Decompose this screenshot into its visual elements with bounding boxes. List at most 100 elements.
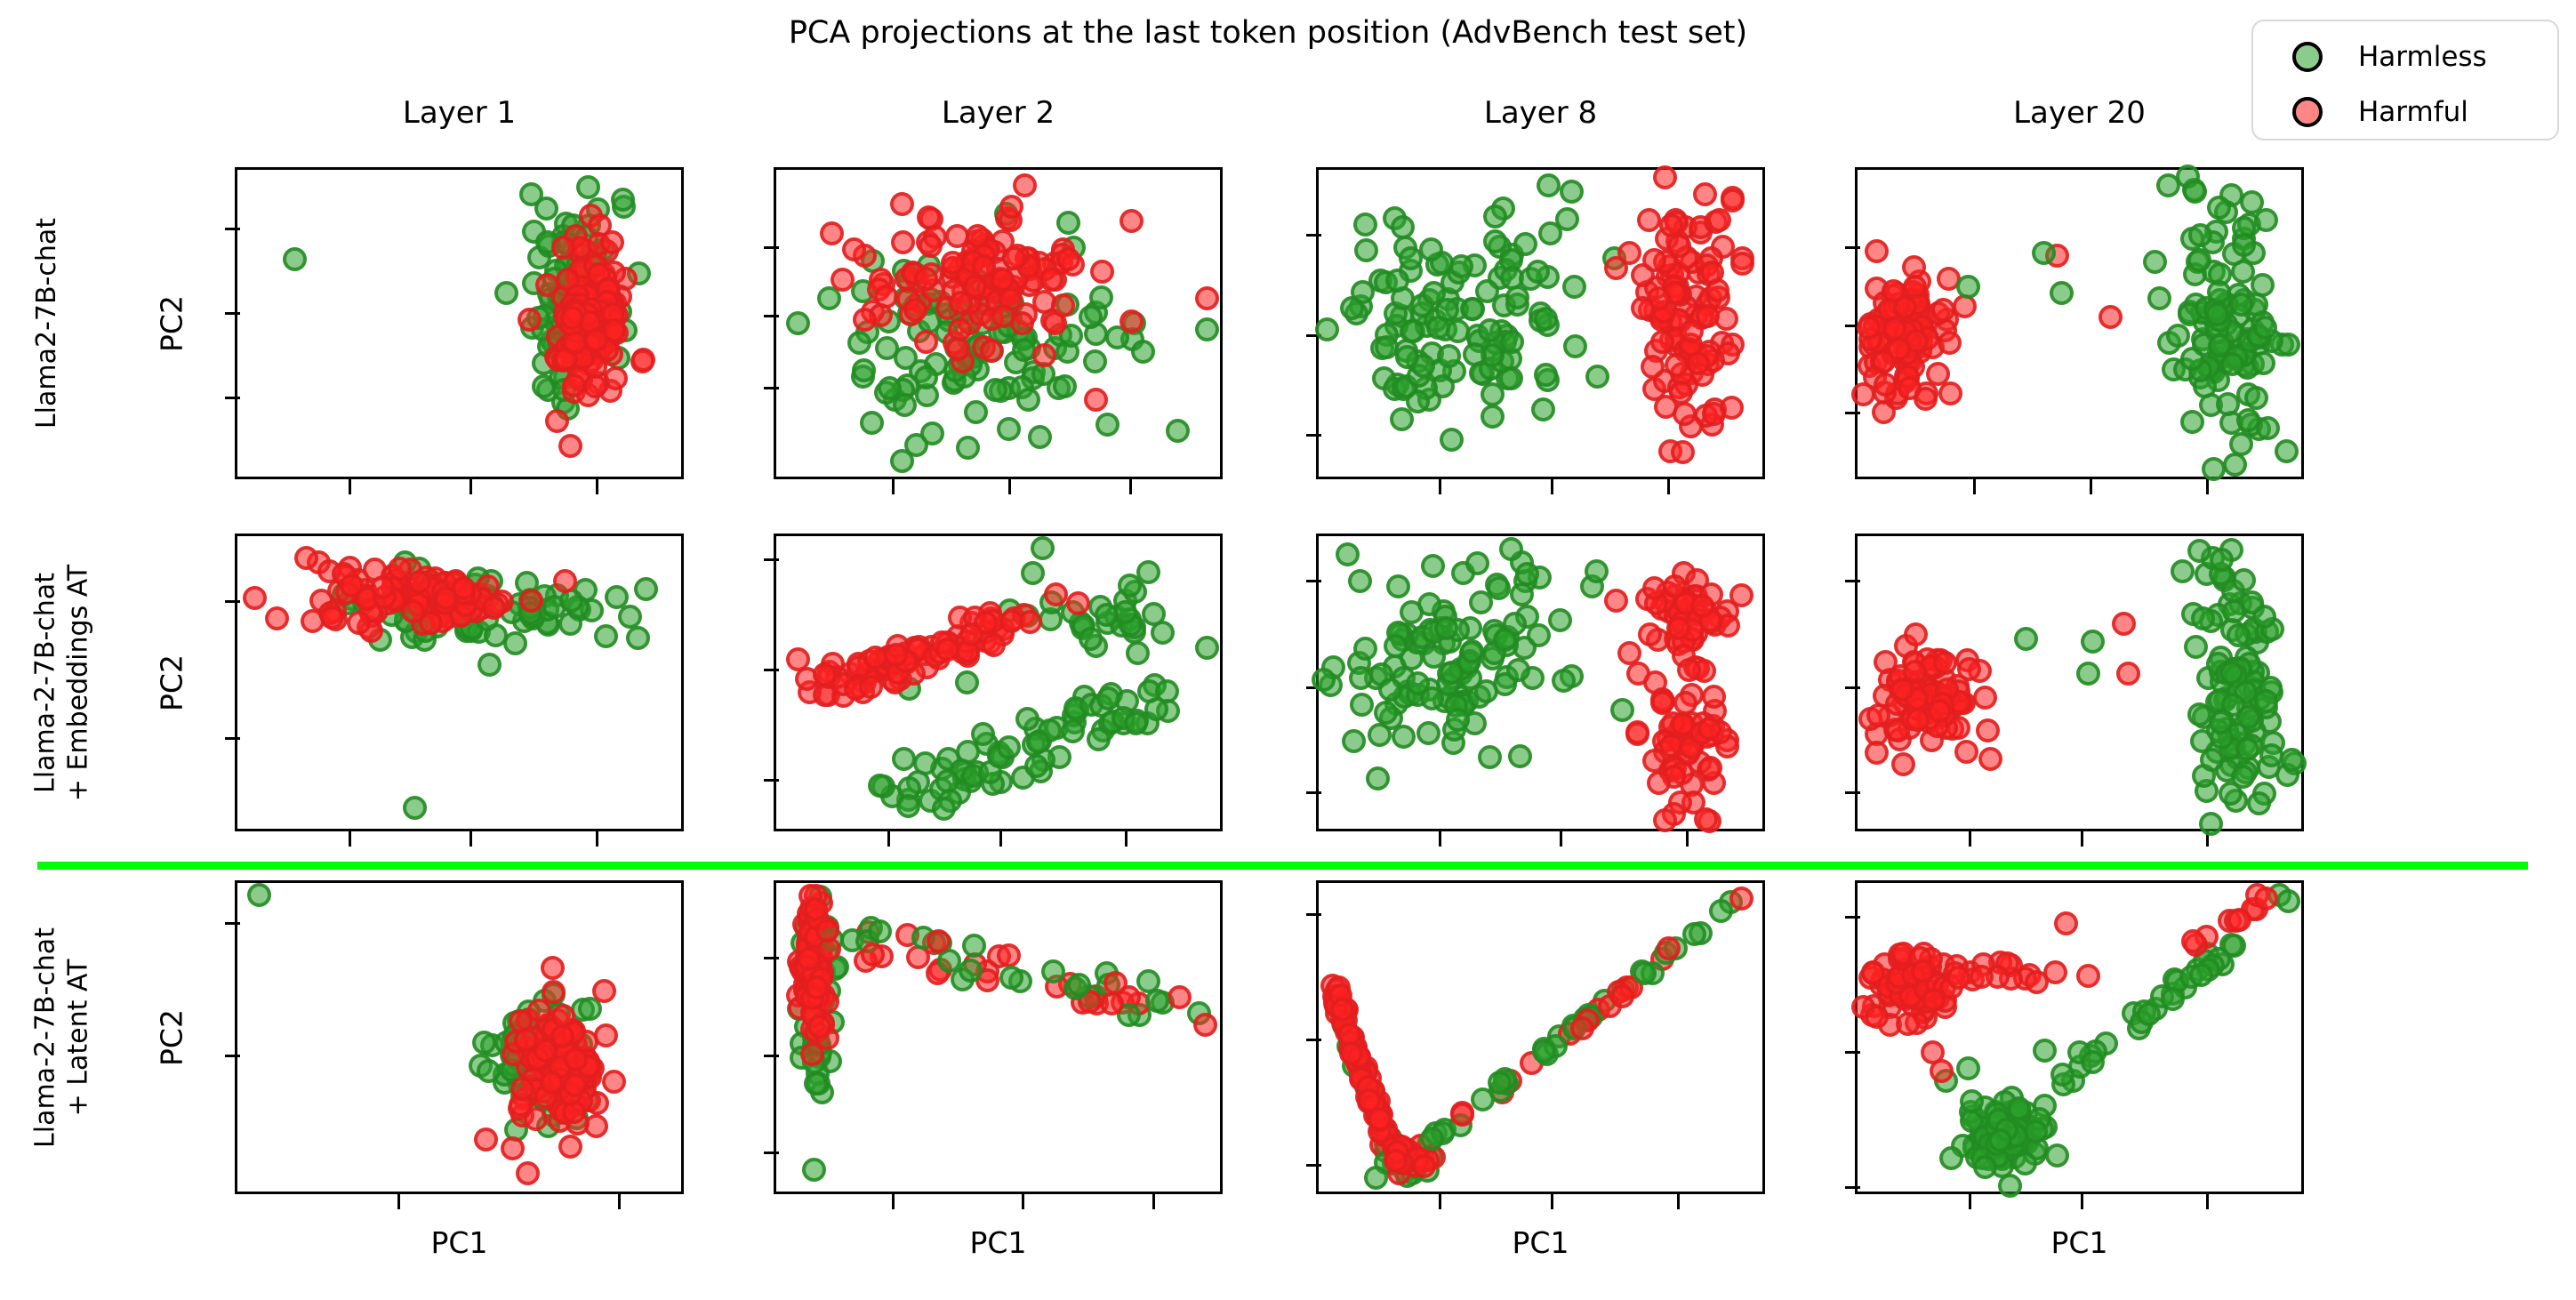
data-point-harmful bbox=[1603, 588, 1628, 613]
data-point-harmful bbox=[1669, 380, 1694, 405]
data-point-harmless bbox=[1505, 658, 1530, 683]
data-point-harmless bbox=[1389, 407, 1414, 432]
y-tick bbox=[1306, 579, 1321, 582]
y-tick bbox=[764, 779, 779, 782]
data-point-harmless bbox=[1956, 1055, 1981, 1080]
data-point-harmless bbox=[2243, 386, 2268, 411]
data-point-harmless bbox=[2170, 559, 2195, 584]
y-tick bbox=[764, 315, 779, 318]
data-point-harmful bbox=[948, 317, 973, 342]
data-point-harmful bbox=[1887, 336, 1912, 361]
data-point-harmless bbox=[1559, 179, 1584, 204]
data-point-harmful bbox=[500, 1135, 525, 1160]
data-point-harmful bbox=[1913, 387, 1938, 412]
data-point-harmful bbox=[1702, 684, 1727, 709]
data-point-harmless bbox=[996, 416, 1021, 441]
data-point-harmful bbox=[1865, 741, 1890, 766]
y-tick bbox=[1306, 234, 1321, 237]
data-point-harmless bbox=[1527, 622, 1552, 647]
data-point-harmful bbox=[999, 608, 1023, 633]
data-point-harmless bbox=[847, 330, 871, 355]
data-point-harmless bbox=[1492, 628, 1517, 653]
data-point-harmful bbox=[1630, 295, 1655, 320]
data-point-harmless bbox=[2136, 1001, 2161, 1026]
data-point-harmless bbox=[892, 747, 917, 772]
data-point-harmless bbox=[1385, 574, 1410, 598]
data-point-harmful bbox=[914, 267, 939, 292]
data-point-harmless bbox=[1462, 342, 1487, 367]
data-point-harmless bbox=[983, 378, 1007, 403]
data-point-harmful bbox=[370, 575, 395, 600]
data-point-harmless bbox=[970, 721, 995, 746]
data-point-harmless bbox=[1552, 669, 1576, 694]
data-point-harmful bbox=[1904, 622, 1929, 646]
data-point-harmless bbox=[1194, 317, 1219, 341]
data-point-harmless bbox=[1016, 387, 1041, 412]
scatter-panel-row2-col3 bbox=[1845, 880, 2304, 1209]
data-point-harmless bbox=[1078, 626, 1103, 651]
row-label-line: + Embeddings AT bbox=[62, 564, 93, 801]
data-point-harmful bbox=[558, 434, 582, 458]
x-tick bbox=[1438, 1194, 1441, 1209]
data-point-harmful bbox=[406, 570, 431, 595]
data-point-harmless bbox=[1385, 269, 1410, 293]
data-point-harmful bbox=[2227, 908, 2251, 933]
scatter-panel-row0-col1 bbox=[764, 167, 1223, 494]
row-label-2: Llama-2-7B-chat + Latent AT bbox=[28, 880, 94, 1194]
data-point-harmless bbox=[1030, 535, 1055, 560]
column-header-layer-8: Layer 8 bbox=[1483, 95, 1598, 131]
data-point-harmful bbox=[1905, 707, 1930, 732]
data-point-harmful bbox=[1938, 331, 1962, 356]
data-point-harmful bbox=[2180, 928, 2205, 953]
y-tick bbox=[764, 669, 779, 672]
data-point-harmless bbox=[1335, 542, 1360, 566]
data-point-harmless bbox=[1165, 418, 1190, 443]
data-point-harmful bbox=[1357, 1087, 1382, 1112]
data-point-harmless bbox=[1354, 237, 1379, 262]
data-point-harmful bbox=[601, 1070, 626, 1095]
data-point-harmful bbox=[550, 1003, 575, 1028]
data-point-harmless bbox=[1420, 553, 1445, 578]
data-point-harmless bbox=[2050, 1062, 2074, 1087]
scatter-panel-row0-col0 bbox=[225, 167, 684, 494]
data-point-harmful bbox=[996, 943, 1021, 968]
y-tick bbox=[225, 600, 240, 604]
data-point-harmful bbox=[1009, 310, 1034, 335]
data-point-harmless bbox=[2080, 629, 2105, 654]
y-axis-label-row-2: PC2 bbox=[154, 1008, 189, 1066]
data-point-harmless bbox=[955, 670, 980, 694]
data-point-harmless bbox=[914, 365, 939, 389]
x-tick bbox=[1667, 479, 1671, 494]
data-point-harmless bbox=[576, 174, 601, 199]
data-point-harmful bbox=[1697, 717, 1721, 742]
data-point-harmless bbox=[1130, 340, 1155, 365]
y-tick bbox=[764, 558, 779, 562]
data-point-harmless bbox=[1145, 988, 1170, 1013]
data-point-harmless bbox=[247, 883, 272, 908]
data-point-harmful bbox=[1641, 576, 1666, 601]
x-tick bbox=[1152, 1194, 1155, 1209]
data-point-harmless bbox=[2080, 1049, 2105, 1074]
data-point-harmful bbox=[1665, 616, 1690, 641]
y-tick bbox=[1306, 912, 1321, 916]
scatter-panel-row2-col0 bbox=[225, 880, 684, 1209]
data-point-harmless bbox=[1094, 603, 1119, 628]
data-point-harmful bbox=[1729, 583, 1753, 608]
data-point-harmless bbox=[1055, 210, 1080, 235]
data-point-harmless bbox=[2012, 1151, 2037, 1176]
y-tick bbox=[1845, 790, 1860, 794]
data-point-harmful bbox=[1649, 330, 1674, 355]
x-tick bbox=[2206, 479, 2210, 494]
data-point-harmless bbox=[1445, 319, 1470, 344]
data-point-harmful bbox=[1090, 260, 1115, 285]
x-tick bbox=[2081, 831, 2083, 847]
y-tick bbox=[1306, 433, 1321, 437]
x-tick bbox=[348, 479, 351, 494]
data-point-harmful bbox=[560, 305, 585, 330]
x-tick bbox=[891, 1194, 895, 1209]
data-point-harmless bbox=[1015, 706, 1039, 731]
data-point-harmful bbox=[860, 942, 885, 967]
data-point-harmful bbox=[1693, 182, 1718, 207]
data-point-harmful bbox=[926, 929, 951, 954]
